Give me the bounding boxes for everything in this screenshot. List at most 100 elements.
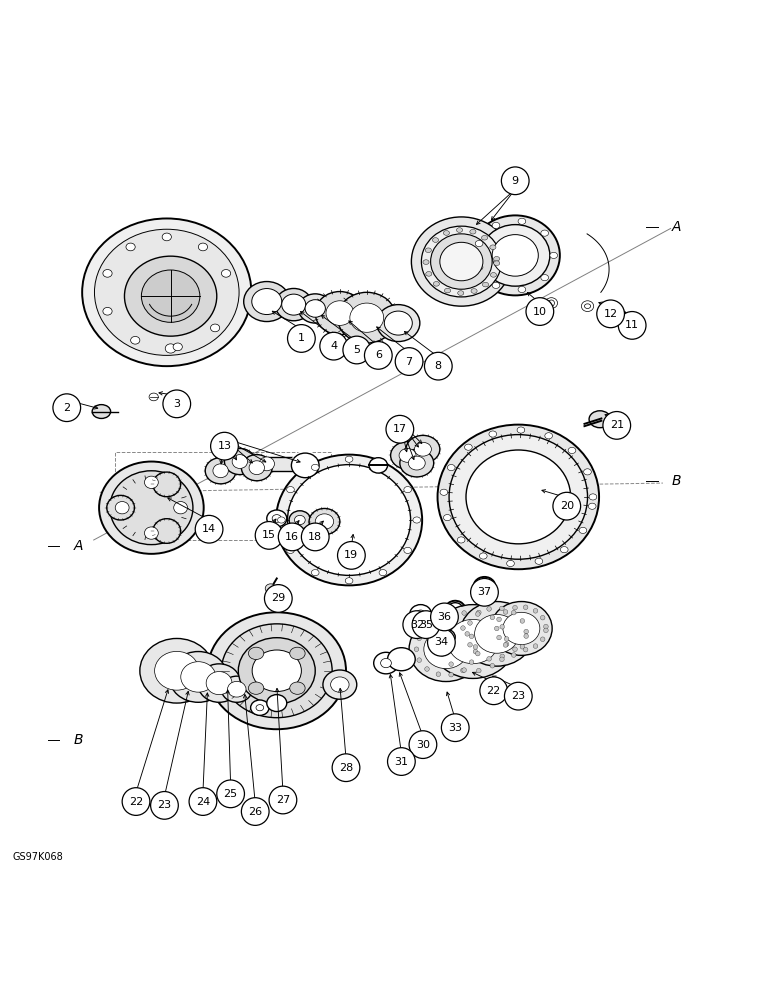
Ellipse shape	[440, 489, 448, 495]
Ellipse shape	[476, 668, 481, 673]
Ellipse shape	[476, 651, 480, 656]
Ellipse shape	[169, 652, 228, 702]
Ellipse shape	[540, 615, 545, 620]
Ellipse shape	[309, 508, 340, 535]
Ellipse shape	[315, 514, 334, 529]
Text: 14: 14	[202, 524, 216, 534]
Circle shape	[256, 522, 283, 549]
Text: 26: 26	[248, 807, 262, 817]
Ellipse shape	[482, 235, 488, 240]
Ellipse shape	[174, 502, 188, 514]
Ellipse shape	[473, 645, 478, 649]
Ellipse shape	[144, 476, 158, 488]
Ellipse shape	[165, 344, 176, 353]
Circle shape	[386, 415, 414, 443]
Ellipse shape	[267, 510, 286, 527]
Ellipse shape	[110, 471, 193, 545]
Ellipse shape	[222, 624, 332, 718]
Ellipse shape	[414, 647, 418, 652]
Circle shape	[265, 585, 292, 612]
Ellipse shape	[545, 298, 557, 308]
Ellipse shape	[198, 664, 241, 702]
Ellipse shape	[294, 515, 305, 525]
Ellipse shape	[500, 654, 505, 659]
Ellipse shape	[473, 649, 478, 654]
Ellipse shape	[315, 292, 364, 335]
Text: B: B	[73, 733, 83, 747]
Ellipse shape	[432, 238, 438, 242]
Ellipse shape	[449, 621, 453, 626]
Text: 21: 21	[610, 420, 624, 430]
Circle shape	[618, 312, 646, 339]
Ellipse shape	[468, 621, 472, 625]
Ellipse shape	[103, 270, 112, 277]
Ellipse shape	[410, 605, 432, 623]
Ellipse shape	[518, 218, 526, 224]
Ellipse shape	[256, 705, 264, 711]
Ellipse shape	[440, 242, 483, 281]
Ellipse shape	[589, 494, 597, 500]
Ellipse shape	[503, 612, 540, 645]
Ellipse shape	[330, 677, 349, 692]
Ellipse shape	[411, 617, 419, 623]
Ellipse shape	[276, 288, 312, 321]
Circle shape	[343, 336, 371, 364]
Text: 30: 30	[416, 740, 430, 750]
Ellipse shape	[504, 637, 509, 641]
Circle shape	[442, 714, 469, 742]
Ellipse shape	[440, 652, 445, 656]
Ellipse shape	[208, 612, 346, 729]
Ellipse shape	[140, 638, 214, 703]
Text: 37: 37	[477, 587, 492, 597]
Ellipse shape	[520, 619, 525, 623]
Text: 34: 34	[435, 637, 449, 647]
Ellipse shape	[431, 234, 493, 289]
Text: 22: 22	[486, 686, 501, 696]
Text: 12: 12	[604, 309, 618, 319]
Ellipse shape	[425, 272, 432, 276]
Text: B: B	[672, 474, 682, 488]
Ellipse shape	[290, 647, 305, 660]
Text: 8: 8	[435, 361, 442, 371]
Ellipse shape	[468, 642, 472, 647]
Ellipse shape	[377, 305, 420, 342]
Circle shape	[287, 325, 315, 352]
Ellipse shape	[458, 291, 464, 295]
Ellipse shape	[490, 663, 495, 668]
Ellipse shape	[560, 547, 568, 553]
Ellipse shape	[476, 240, 483, 247]
Polygon shape	[159, 232, 182, 348]
Ellipse shape	[433, 282, 439, 286]
Ellipse shape	[305, 300, 325, 317]
Ellipse shape	[205, 458, 236, 484]
Text: 28: 28	[339, 763, 353, 773]
Ellipse shape	[523, 647, 528, 652]
Text: GS97K068: GS97K068	[13, 852, 63, 862]
Ellipse shape	[500, 624, 505, 629]
Ellipse shape	[374, 652, 398, 674]
Ellipse shape	[388, 648, 415, 671]
Circle shape	[337, 542, 365, 569]
Ellipse shape	[584, 469, 591, 475]
Ellipse shape	[469, 660, 474, 664]
Ellipse shape	[499, 606, 504, 611]
Ellipse shape	[92, 405, 110, 418]
Text: 23: 23	[157, 800, 171, 810]
Ellipse shape	[511, 653, 516, 657]
Text: A: A	[73, 539, 83, 553]
Ellipse shape	[425, 667, 429, 671]
Ellipse shape	[520, 644, 525, 649]
Ellipse shape	[449, 617, 453, 621]
Ellipse shape	[249, 647, 264, 660]
Ellipse shape	[511, 610, 516, 615]
Circle shape	[388, 748, 415, 775]
Text: 13: 13	[218, 441, 232, 451]
Ellipse shape	[524, 634, 529, 638]
Ellipse shape	[493, 261, 499, 265]
Ellipse shape	[408, 456, 425, 470]
Circle shape	[501, 167, 529, 195]
Ellipse shape	[533, 609, 538, 613]
Ellipse shape	[162, 233, 171, 241]
Ellipse shape	[181, 662, 216, 692]
Ellipse shape	[337, 292, 396, 343]
